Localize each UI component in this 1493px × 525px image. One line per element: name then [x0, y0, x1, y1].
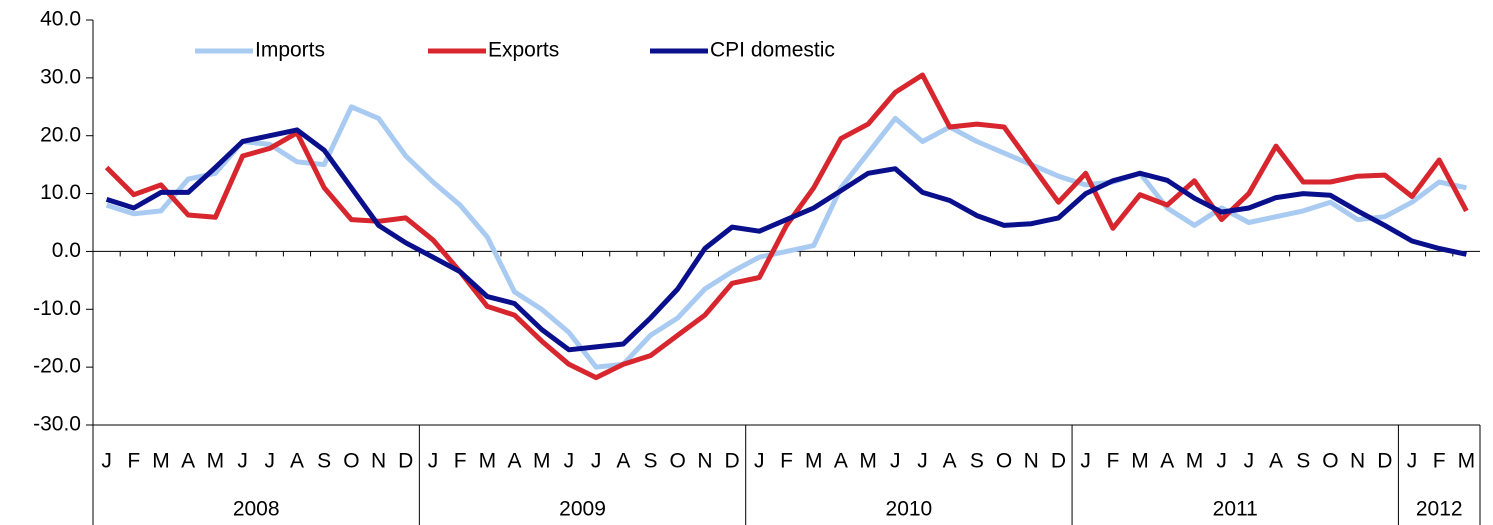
legend-label: CPI domestic [710, 39, 835, 62]
x-tick-label: F [127, 450, 140, 473]
x-tick-label: M [859, 450, 877, 473]
x-tick-label: J [428, 450, 439, 473]
x-tick-label: M [1458, 450, 1476, 473]
x-tick-label: S [970, 450, 984, 473]
line-series [105, 104, 1467, 370]
x-tick-label: J [1407, 450, 1418, 473]
x-tick-label: O [343, 450, 359, 473]
x-tick-label: M [152, 450, 170, 473]
x-tick-label: J [1080, 450, 1091, 473]
x-tick-label: A [1269, 450, 1283, 473]
y-tick-label: 40.0 [40, 8, 81, 31]
x-tick-label: J [265, 450, 276, 473]
x-tick-label: O [1322, 450, 1338, 473]
x-group-label: 2008 [233, 498, 280, 521]
x-tick-label: A [943, 450, 957, 473]
x-tick-label: J [754, 450, 765, 473]
x-group-label: 2012 [1416, 498, 1463, 521]
x-tick-label: S [317, 450, 331, 473]
x-tick-label: A [616, 450, 630, 473]
x-tick-label: F [1106, 450, 1119, 473]
x-group-label: 2011 [1213, 498, 1258, 521]
legend-label: Imports [255, 39, 325, 62]
x-tick-label: J [917, 450, 928, 473]
x-tick-label: F [780, 450, 793, 473]
y-tick-label: -20.0 [33, 355, 81, 378]
y-tick-label: 30.0 [40, 65, 81, 88]
x-tick-label: S [644, 450, 658, 473]
x-group-label: 2010 [886, 498, 933, 521]
x-tick-label: M [479, 450, 497, 473]
x-tick-label: A [181, 450, 195, 473]
x-tick-label: J [1244, 450, 1255, 473]
x-tick-label: J [591, 450, 602, 473]
x-tick-label: N [1350, 450, 1365, 473]
y-tick-label: 0.0 [52, 239, 81, 262]
legend-label: Exports [488, 39, 559, 62]
x-tick-label: D [725, 450, 740, 473]
x-tick-label: N [697, 450, 712, 473]
x-tick-label: A [834, 450, 848, 473]
x-tick-label: J [890, 450, 901, 473]
x-tick-label: M [1186, 450, 1204, 473]
x-tick-label: J [237, 450, 248, 473]
x-tick-label: N [1024, 450, 1039, 473]
x-tick-label: J [564, 450, 575, 473]
x-tick-label: D [1051, 450, 1066, 473]
x-tick-label: D [1377, 450, 1392, 473]
line-series [105, 127, 1467, 353]
x-tick-label: A [290, 450, 304, 473]
x-tick-label: M [207, 450, 225, 473]
x-tick-label: D [398, 450, 413, 473]
y-tick-label: 20.0 [40, 123, 81, 146]
x-tick-label: F [1433, 450, 1446, 473]
x-tick-label: J [101, 450, 112, 473]
y-tick-label: -10.0 [33, 297, 81, 320]
x-tick-label: S [1296, 450, 1310, 473]
x-tick-label: A [508, 450, 522, 473]
x-tick-label: J [1216, 450, 1227, 473]
x-tick-label: M [1131, 450, 1149, 473]
line-series [104, 72, 1469, 381]
x-tick-label: O [996, 450, 1012, 473]
x-tick-label: N [371, 450, 386, 473]
x-tick-label: O [670, 450, 686, 473]
x-tick-label: A [1160, 450, 1174, 473]
x-tick-label: M [533, 450, 551, 473]
y-tick-label: -30.0 [33, 413, 81, 436]
x-group-label: 2009 [559, 498, 606, 521]
y-tick-label: 10.0 [40, 181, 81, 204]
x-tick-label: F [454, 450, 467, 473]
x-tick-label: M [805, 450, 823, 473]
